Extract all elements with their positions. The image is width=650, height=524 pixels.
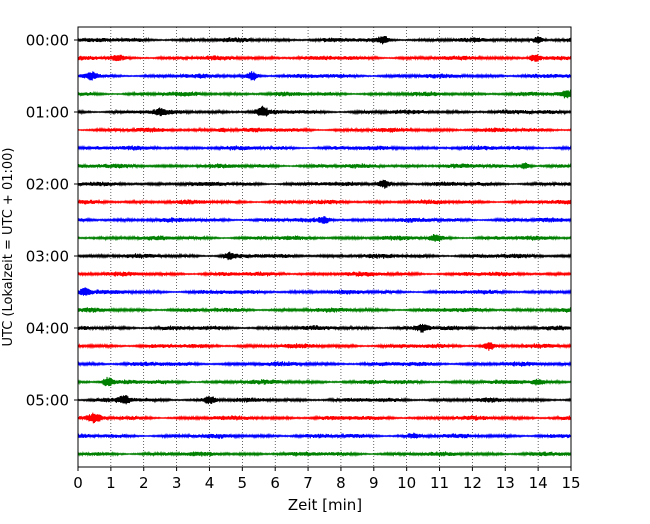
trace-16: [77, 323, 572, 333]
y-tick-label-2: 02:00: [26, 176, 69, 194]
y-tick-label-5: 05:00: [26, 392, 69, 410]
trace-14: [77, 287, 572, 296]
trace-22: [77, 432, 572, 440]
x-tick-label-8: 8: [336, 474, 346, 492]
y-tick-label-3: 03:00: [26, 248, 69, 266]
x-tick-label-0: 0: [73, 474, 83, 492]
y-axis-label: UTC (Lokalzeit = UTC + 01:00): [1, 148, 16, 347]
trace-2: [77, 71, 572, 81]
x-tick-label-6: 6: [270, 474, 280, 492]
trace-0: [77, 35, 572, 45]
x-axis-label: Zeit [min]: [288, 496, 362, 514]
x-tick-label-4: 4: [205, 474, 215, 492]
trace-5: [77, 126, 572, 134]
trace-10: [77, 216, 572, 224]
y-tick-label-4: 04:00: [26, 320, 69, 338]
trace-4: [77, 105, 572, 117]
trace-19: [77, 376, 572, 387]
x-tick-label-7: 7: [303, 474, 313, 492]
trace-3: [77, 89, 572, 99]
trace-18: [77, 360, 572, 368]
x-tick-label-3: 3: [172, 474, 182, 492]
y-tick-label-1: 01:00: [26, 104, 69, 122]
trace-21: [77, 412, 572, 424]
trace-6: [77, 144, 572, 152]
trace-15: [77, 306, 572, 314]
trace-12: [77, 251, 572, 261]
x-tick-label-10: 10: [397, 474, 416, 492]
trace-8: [77, 179, 572, 189]
trace-layer: [77, 35, 572, 458]
x-tick-label-12: 12: [463, 474, 482, 492]
trace-17: [77, 342, 572, 351]
x-tick-label-15: 15: [561, 474, 580, 492]
x-tick-label-1: 1: [106, 474, 116, 492]
y-axis-ticks: 00:00 01:00 02:00 03:00 04:00 05:00: [26, 32, 78, 410]
x-axis-ticks: 0 1 2 3 4 5 6 7 8 9 10 11 12 13 14 15: [73, 467, 581, 492]
grid-layer: [110, 27, 539, 467]
trace-11: [77, 234, 572, 242]
x-tick-label-9: 9: [369, 474, 379, 492]
trace-9: [77, 198, 572, 206]
trace-23: [77, 450, 572, 458]
x-tick-label-13: 13: [496, 474, 515, 492]
x-tick-label-11: 11: [430, 474, 449, 492]
trace-20: [77, 395, 572, 405]
plot-frame: [77, 26, 572, 468]
x-tick-label-2: 2: [139, 474, 149, 492]
x-tick-label-14: 14: [529, 474, 548, 492]
trace-13: [77, 270, 572, 278]
y-tick-label-0: 00:00: [26, 32, 69, 50]
trace-1: [77, 54, 572, 62]
x-tick-label-5: 5: [238, 474, 248, 492]
trace-7: [77, 162, 572, 170]
